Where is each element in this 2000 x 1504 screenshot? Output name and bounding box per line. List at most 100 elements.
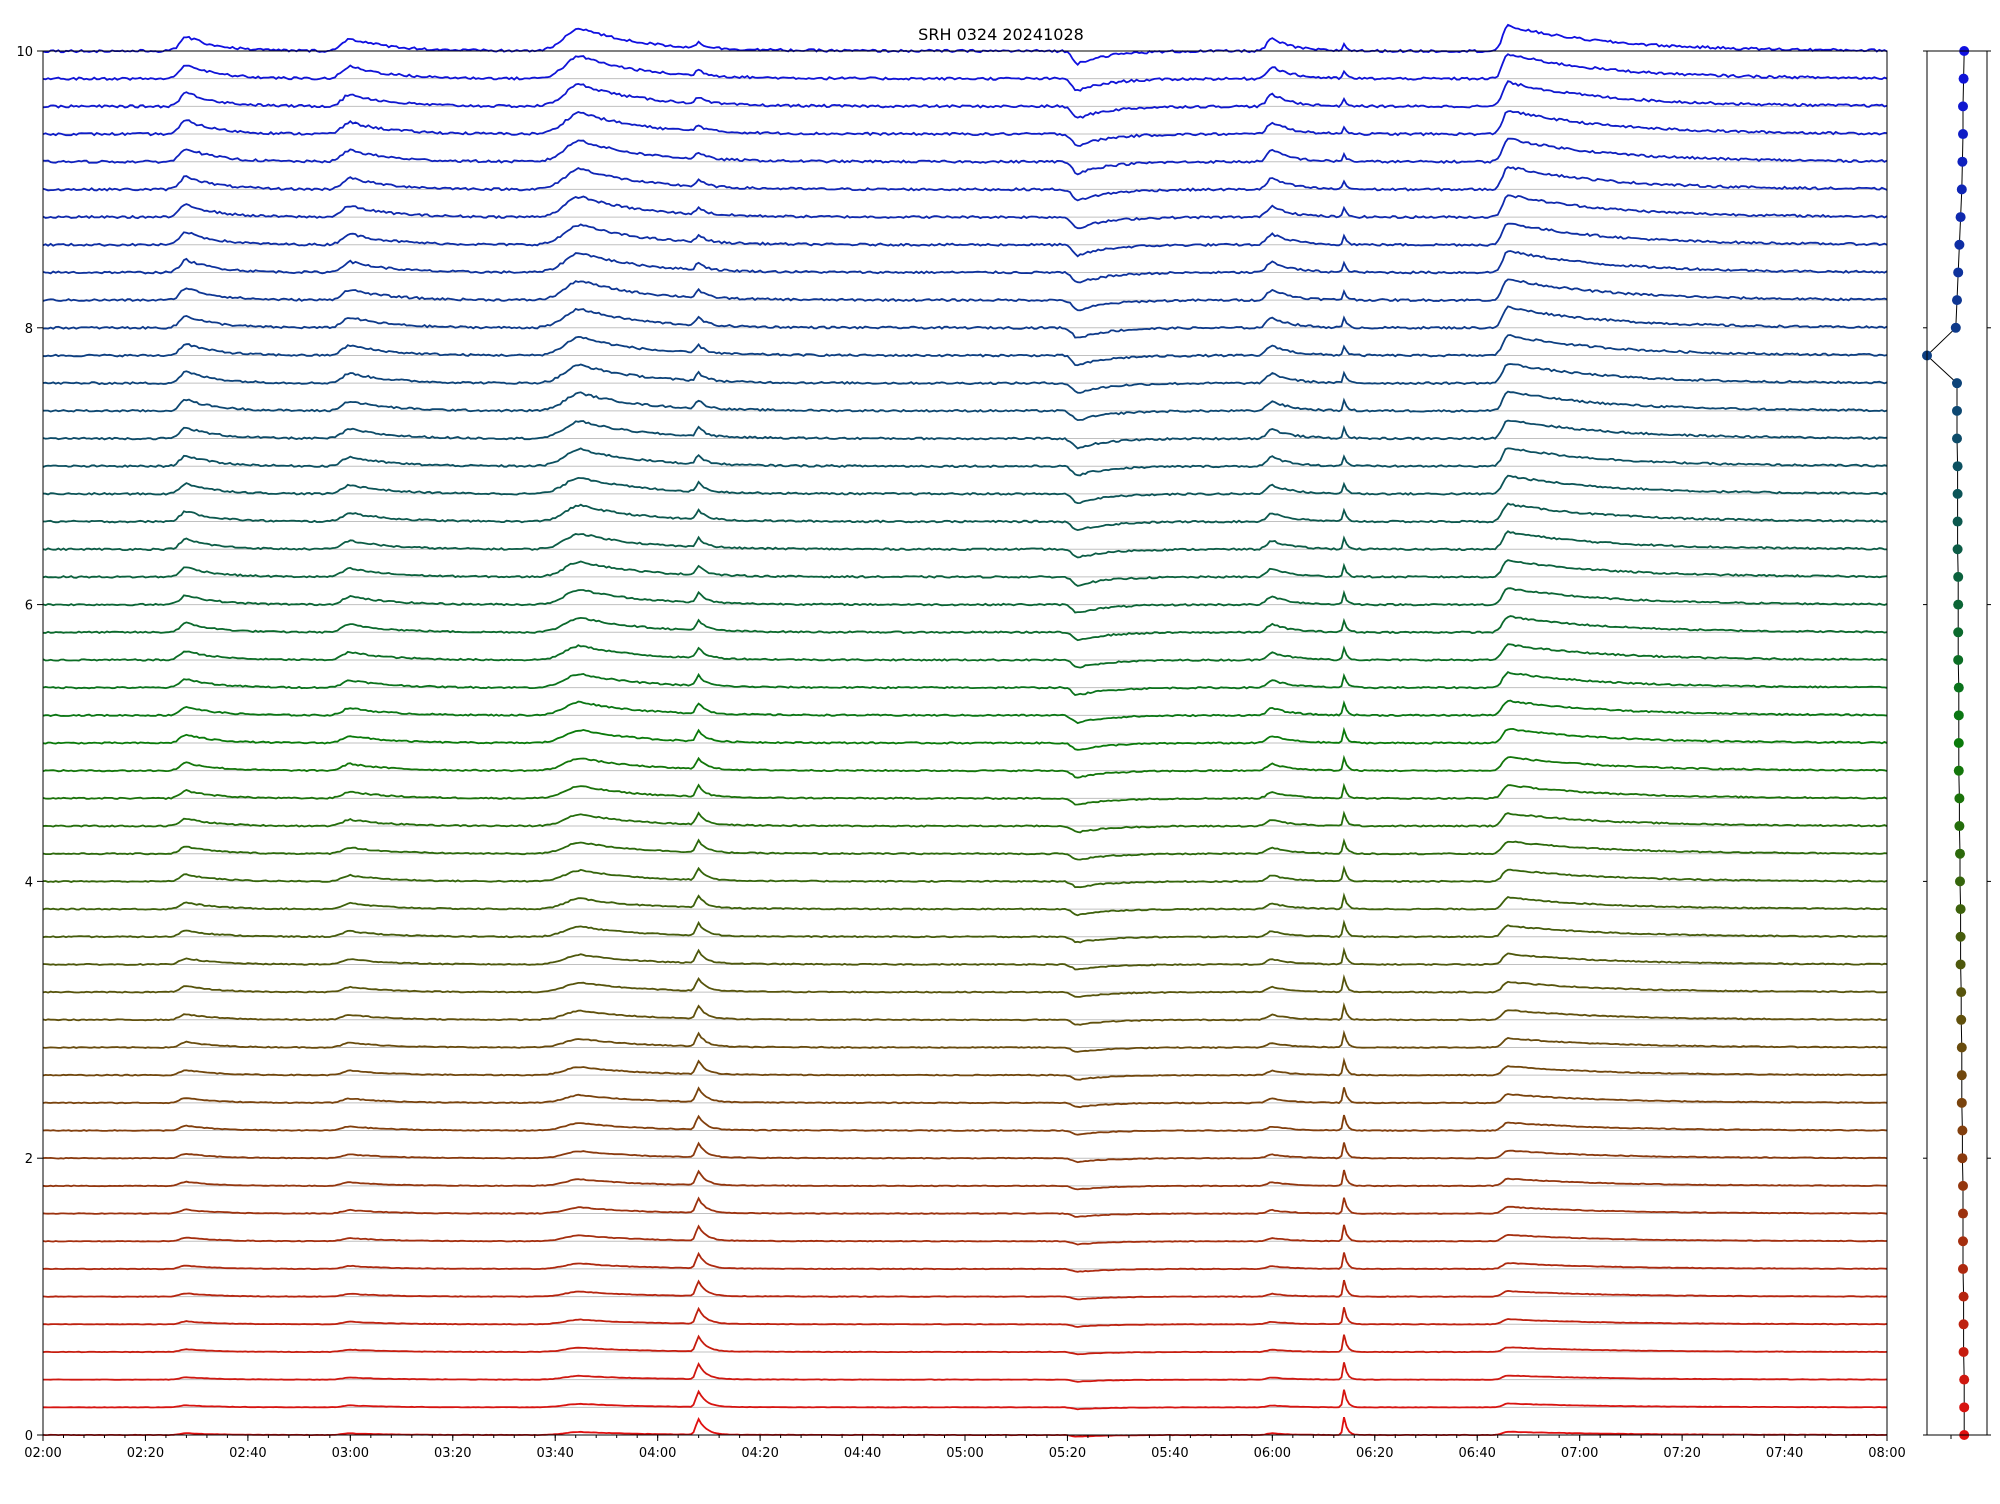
x-tick-label: 05:40 (1151, 1446, 1188, 1461)
side-point (1953, 682, 1964, 693)
trace-line (42, 1169, 1888, 1191)
trace-line (42, 419, 1888, 450)
trace-line (42, 699, 1888, 725)
x-tick-label: 05:20 (1049, 1446, 1086, 1461)
side-point (1958, 73, 1969, 84)
side-point (1953, 599, 1964, 610)
trace-line (43, 1362, 1888, 1383)
x-tick-label: 03:20 (434, 1446, 471, 1461)
side-point (1952, 544, 1963, 555)
main-axes: 02:00 02:20 02:40 03:00 03:20 03:40 04:00 04:20… (16, 23, 1906, 1461)
side-point (1958, 1236, 1968, 1247)
side-point (1952, 295, 1962, 306)
trace-line (42, 1416, 1888, 1438)
x-tick-label: 07:40 (1766, 1446, 1803, 1461)
side-point (1958, 1180, 1968, 1191)
side-point (1953, 765, 1964, 776)
side-point (1954, 821, 1965, 832)
trace-line (42, 1334, 1888, 1356)
x-tick-label: 02:40 (229, 1446, 266, 1461)
y-tick-label: 8 (25, 322, 33, 337)
side-point (1954, 793, 1965, 804)
x-tick-label: 04:20 (741, 1446, 778, 1461)
side-point (1952, 378, 1962, 389)
trace-line (42, 278, 1888, 312)
side-point (1956, 184, 1967, 195)
side-axes (1922, 46, 1991, 1440)
trace-line (42, 615, 1888, 642)
trace-line (42, 1306, 1888, 1328)
y-tick-label: 6 (25, 599, 33, 614)
trace-line (42, 1251, 1888, 1273)
x-tick-label: 05:00 (946, 1446, 983, 1461)
x-tick-label: 06:00 (1254, 1446, 1291, 1461)
trace-line (43, 1389, 1888, 1411)
trace-line (42, 334, 1888, 367)
x-tick-label: 08:00 (1868, 1446, 1905, 1461)
trace-line (42, 919, 1888, 944)
trace-line (42, 1029, 1888, 1053)
side-point (1952, 516, 1963, 527)
trace-line (42, 810, 1888, 834)
x-tick-label: 03:40 (536, 1446, 573, 1461)
side-point (1956, 1070, 1967, 1081)
trace-line (42, 363, 1888, 394)
side-point (1953, 710, 1964, 721)
trace-line (42, 1057, 1888, 1081)
side-point (1955, 959, 1966, 970)
side-point (1958, 101, 1968, 112)
side-point (1958, 1346, 1969, 1357)
trace-line (42, 110, 1888, 147)
trace-line (42, 864, 1888, 889)
trace-line (42, 892, 1888, 917)
side-point (1959, 1374, 1970, 1385)
x-tick-label: 06:20 (1356, 1446, 1393, 1461)
trace-line (42, 80, 1888, 119)
side-point (1958, 1319, 1969, 1330)
trace-line (42, 670, 1888, 696)
trace-line (42, 974, 1888, 998)
side-point (1955, 876, 1965, 887)
trace-line (42, 1196, 1888, 1218)
trace-line (42, 250, 1888, 284)
trace-line (42, 1279, 1888, 1301)
side-point (1950, 322, 1961, 333)
x-tick-label: 07:00 (1561, 1446, 1598, 1461)
trace-line (42, 447, 1888, 477)
side-point (1956, 1042, 1967, 1053)
trace-line (42, 474, 1888, 505)
side-point (1958, 1208, 1968, 1219)
chart-title: SRH 0324 20241028 (918, 25, 1084, 44)
side-point (1955, 931, 1966, 942)
trace-line (42, 1086, 1888, 1109)
trace-line (42, 1002, 1888, 1026)
y-tick-label: 10 (16, 45, 33, 60)
y-tick-label: 2 (25, 1152, 33, 1167)
trace-line (42, 946, 1888, 971)
trace-line (42, 837, 1888, 861)
side-point (1954, 239, 1965, 250)
side-point (1952, 488, 1963, 499)
x-tick-label: 07:20 (1663, 1446, 1700, 1461)
trace-line (42, 587, 1888, 614)
side-point (1956, 987, 1967, 998)
side-point (1957, 156, 1968, 167)
trace-line (42, 390, 1888, 422)
y-tick-label: 4 (25, 875, 33, 890)
trace-line (42, 782, 1888, 806)
x-tick-label: 02:20 (127, 1446, 164, 1461)
side-point (1958, 1291, 1969, 1302)
side-point (1955, 212, 1966, 223)
side-point (1953, 738, 1964, 748)
side-point (1952, 433, 1962, 444)
trace-line (42, 643, 1888, 669)
trace-line (42, 559, 1888, 587)
side-point (1959, 1402, 1970, 1413)
trace-line (42, 53, 1888, 92)
trace-line (42, 726, 1888, 751)
x-tick-label: 03:00 (332, 1446, 369, 1461)
x-tick-label: 04:00 (639, 1446, 676, 1461)
trace-line (42, 305, 1888, 339)
trace-line (43, 502, 1888, 532)
